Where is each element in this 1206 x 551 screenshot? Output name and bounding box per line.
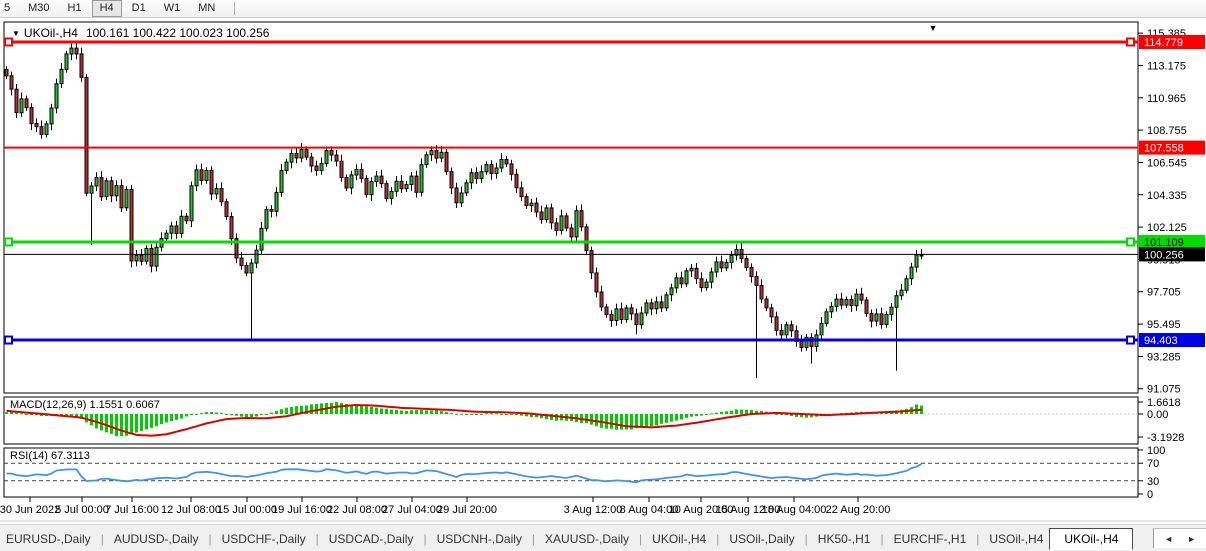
tab-scroll-left-icon[interactable]: ◄ xyxy=(1164,533,1174,544)
chart-tab-usdcad-daily[interactable]: USDCAD-,Daily xyxy=(328,531,414,546)
time-axis-label: 5 Jul 00:00 xyxy=(55,504,109,516)
time-axis-label: 7 Jul 16:00 xyxy=(105,504,159,516)
timeframe-button-d1[interactable]: D1 xyxy=(131,2,146,14)
chart-canvas[interactable]: 115.385113.175110.965108.755106.545104.3… xyxy=(0,0,1206,524)
chart-tab-bar: EURUSD-,Daily | AUDUSD-,Daily | USDCHF-,Dail… xyxy=(0,524,1206,551)
timeframe-button-mn[interactable]: MN xyxy=(198,2,216,14)
svg-text:1.6618: 1.6618 xyxy=(1147,397,1181,409)
time-axis-label: 27 Jul 04:00 xyxy=(382,504,442,516)
tab-separator: | xyxy=(208,531,212,546)
price-level-line-114.779[interactable]: 114.779 xyxy=(4,35,1205,49)
chart-ohlc-values: 100.161 100.422 100.023 100.256 xyxy=(85,26,270,40)
time-axis-label: 22 Aug 20:00 xyxy=(826,504,891,516)
chart-tab-ukoil-h4[interactable]: UKOil-,H4 xyxy=(652,531,707,546)
chart-tab-ukoil-h4[interactable]: UKOil-,H4 xyxy=(1049,527,1134,550)
price-axis-tick: 110.965 xyxy=(1147,93,1186,105)
time-axis-label: 22 Jul 08:00 xyxy=(327,504,387,516)
price-axis-tick: 91.075 xyxy=(1147,384,1181,396)
tab-separator: | xyxy=(880,531,884,546)
price-level-line-107.558[interactable]: 107.558 xyxy=(4,140,1205,155)
tab-separator: | xyxy=(976,531,980,546)
time-axis-label: 29 Jul 20:00 xyxy=(437,504,497,516)
chart-tab-usdchf-daily[interactable]: USDCHF-,Daily xyxy=(221,531,306,546)
candlestick-series: 115.385113.175110.965108.755106.545104.3… xyxy=(3,21,1187,498)
time-axis-label: 19 Jul 16:00 xyxy=(272,504,332,516)
price-axis-tick: 113.175 xyxy=(1147,60,1186,72)
price-axis-tick: 95.495 xyxy=(1147,319,1181,331)
tab-separator: | xyxy=(315,531,319,546)
price-axis-tick: 97.705 xyxy=(1147,287,1181,299)
timeframe-button-5[interactable]: 5 xyxy=(4,2,11,14)
price-axis-tick: 104.335 xyxy=(1147,190,1187,202)
price-axis-tick: 102.125 xyxy=(1147,222,1187,234)
tab-scroll-buttons: ◄ ► xyxy=(1153,528,1206,548)
price-axis-tick: 93.285 xyxy=(1147,351,1181,363)
price-level-line-94.403[interactable]: 94.403 xyxy=(4,333,1205,348)
timeframe-button-h4[interactable]: H4 xyxy=(91,0,122,17)
price-level-tag: 101.109 xyxy=(1144,237,1184,249)
time-axis-label: 8 Aug 04:00 xyxy=(620,504,679,516)
time-axis-label: 12 Jul 08:00 xyxy=(161,504,221,516)
macd-indicator-label: MACD(12,26,9) 1.1551 0.6067 xyxy=(10,399,160,411)
svg-text:0.00: 0.00 xyxy=(1147,409,1168,421)
tab-separator: | xyxy=(639,531,643,546)
chart-tab-audusd-daily[interactable]: AUDUSD-,Daily xyxy=(113,531,199,546)
chart-dropdown-icon[interactable]: ▼ xyxy=(12,29,20,38)
timeframe-button-m30[interactable]: M30 xyxy=(28,2,50,14)
chart-tab-hk50-h1[interactable]: HK50-,H1 xyxy=(817,531,871,546)
rsi-indicator-label: RSI(14) 67.3113 xyxy=(10,450,90,462)
time-axis-label: 15 Aug 12:00 xyxy=(716,504,781,516)
svg-text:0: 0 xyxy=(1147,489,1153,501)
tab-separator: | xyxy=(423,531,427,546)
chart-tab-eurusd-daily[interactable]: EURUSD-,Daily xyxy=(6,531,91,546)
tab-scroll-right-icon[interactable]: ► xyxy=(1187,533,1196,544)
tab-separator: | xyxy=(804,531,808,546)
time-axis-label: 18 Aug 04:00 xyxy=(762,504,827,516)
bar-shift-marker-icon[interactable]: ▼ xyxy=(929,23,938,33)
svg-text:100: 100 xyxy=(1147,445,1165,457)
time-axis-label: 15 Jul 00:00 xyxy=(217,504,277,516)
price-level-tag: 114.779 xyxy=(1144,37,1183,49)
main-price-panel[interactable] xyxy=(3,21,1139,394)
chart-tab-usoil-h4[interactable]: USOil-,H4 xyxy=(989,531,1044,546)
tab-separator: | xyxy=(716,531,720,546)
current-price-tag: 100.256 xyxy=(1144,249,1184,261)
price-level-tag: 107.558 xyxy=(1144,143,1184,155)
chart-tab-usoil-daily[interactable]: USOil-,Daily xyxy=(729,531,795,546)
time-axis-label: 10 Aug 20:00 xyxy=(669,504,734,516)
tab-separator: | xyxy=(100,531,104,546)
chart-tab-usdcnh-daily[interactable]: USDCNH-,Daily xyxy=(436,531,522,546)
price-axis-tick: 106.545 xyxy=(1147,157,1187,169)
tab-separator: | xyxy=(531,531,536,546)
rsi-panel[interactable] xyxy=(3,447,1139,498)
timeframe-toolbar: 5 M30 H1 H4 D1 W1 MN xyxy=(0,0,1206,18)
price-level-tag: 94.403 xyxy=(1144,335,1178,347)
svg-text:-3.1928: -3.1928 xyxy=(1147,432,1184,444)
price-axis-tick: 108.755 xyxy=(1147,125,1187,137)
chart-tab-xauusd-daily[interactable]: XAUUSD-,Daily xyxy=(545,531,630,546)
chart-tab-eurchf-h1[interactable]: EURCHF-,H1 xyxy=(893,531,967,546)
price-level-line-101.109[interactable]: 101.109 xyxy=(4,234,1205,249)
timeframe-button-w1[interactable]: W1 xyxy=(163,2,181,14)
timeframe-button-h1[interactable]: H1 xyxy=(67,2,82,14)
time-axis-label: 3 Aug 12:00 xyxy=(564,504,623,516)
toolbar-separator xyxy=(234,2,236,15)
chart-symbol-period: UKOil-,H4 xyxy=(23,26,78,40)
chart-title: ▼ UKOil-,H4 100.161 100.422 100.023 100.25… xyxy=(12,26,269,40)
time-axis-label: 30 Jun 2022 xyxy=(0,504,60,516)
current-price-line: 100.256 xyxy=(4,247,1205,262)
svg-text:70: 70 xyxy=(1147,458,1159,470)
svg-text:30: 30 xyxy=(1147,476,1159,488)
